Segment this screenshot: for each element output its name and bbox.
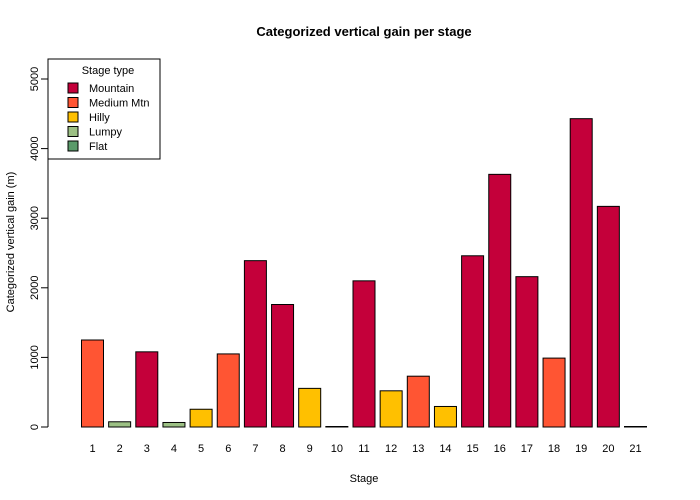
- bar-stage-4: [162, 421, 186, 428]
- chart-title: Categorized vertical gain per stage: [256, 24, 471, 39]
- y-tick-label: 5000: [29, 67, 41, 91]
- legend-swatch: [67, 111, 79, 123]
- bar-stage-19: [569, 118, 593, 428]
- bar-stage-2: [108, 421, 132, 428]
- y-tick-label: 3000: [29, 206, 41, 230]
- bar-stage-8: [271, 304, 295, 428]
- bar-stage-12: [379, 390, 403, 428]
- x-axis-label: Stage: [350, 473, 379, 485]
- legend: Stage type Mountain Medium Mtn Hilly Lumpy Fl…: [47, 58, 161, 160]
- x-tick-label: 3: [144, 443, 150, 455]
- bar-stage-15: [461, 255, 485, 428]
- y-axis: 0 1000 2000 3000 4000 5000: [29, 67, 49, 430]
- x-tick-label: 19: [575, 443, 587, 455]
- bar-stage-5: [189, 408, 213, 428]
- bars-group: [81, 118, 647, 428]
- x-tick-label: 12: [385, 443, 397, 455]
- bar-stage-10: [325, 426, 349, 428]
- bar-stage-3: [135, 351, 159, 428]
- legend-swatch: [67, 82, 79, 94]
- x-tick-label: 2: [117, 443, 123, 455]
- legend-label: Flat: [89, 141, 107, 153]
- x-tick-label: 15: [466, 443, 478, 455]
- y-tick-label: 0: [29, 424, 41, 430]
- bar-stage-21: [624, 426, 647, 428]
- bar-stage-1: [81, 339, 104, 428]
- bar-stage-16: [488, 173, 512, 428]
- x-tick-label: 4: [171, 443, 177, 455]
- x-tick-label: 16: [494, 443, 506, 455]
- legend-label: Mountain: [89, 83, 134, 95]
- x-tick-label: 5: [198, 443, 204, 455]
- bar-stage-13: [406, 375, 430, 428]
- bar-stage-20: [596, 205, 620, 428]
- x-tick-labels: 1 2 3 4 5 6 7 8 9 10 11 12 13 14 15 16 17 18 19 20 21: [89, 443, 641, 455]
- legend-label: Hilly: [89, 112, 110, 124]
- x-tick-label: 21: [629, 443, 641, 455]
- x-tick-label: 9: [307, 443, 313, 455]
- x-tick-label: 7: [252, 443, 258, 455]
- y-axis-label: Categorized vertical gain (m): [5, 172, 17, 313]
- bar-stage-17: [515, 276, 539, 428]
- legend-title: Stage type: [82, 65, 135, 77]
- x-tick-label: 17: [521, 443, 533, 455]
- legend-swatch: [67, 140, 79, 152]
- y-tick-label: 1000: [29, 345, 41, 369]
- bar-stage-14: [433, 405, 457, 428]
- legend-box: [47, 58, 161, 160]
- legend-label: Medium Mtn: [89, 98, 150, 110]
- legend-label: Lumpy: [89, 127, 123, 139]
- x-tick-label: 14: [439, 443, 451, 455]
- bar-stage-11: [352, 280, 376, 428]
- legend-swatch: [67, 97, 79, 108]
- bar-stage-7: [243, 260, 267, 428]
- x-tick-label: 13: [412, 443, 424, 455]
- bar-stage-18: [542, 357, 566, 428]
- x-tick-label: 18: [548, 443, 560, 455]
- x-tick-label: 20: [602, 443, 614, 455]
- x-tick-label: 11: [358, 443, 369, 455]
- bar-stage-6: [216, 353, 240, 428]
- x-tick-label: 8: [279, 443, 285, 455]
- y-tick-label: 2000: [29, 276, 41, 300]
- x-tick-label: 10: [331, 443, 343, 455]
- legend-swatch: [67, 126, 79, 137]
- x-tick-label: 6: [225, 443, 231, 455]
- y-tick-label: 4000: [29, 136, 41, 160]
- bar-stage-9: [298, 387, 322, 428]
- x-tick-label: 1: [89, 443, 95, 455]
